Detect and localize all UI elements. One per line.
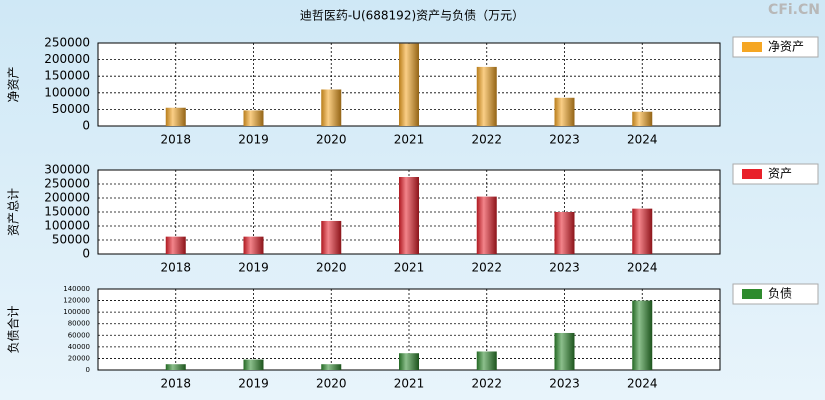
y-axis-label: 净资产 bbox=[7, 66, 21, 102]
y-tick-label: 100000 bbox=[63, 308, 90, 316]
y-tick-label: 250000 bbox=[44, 177, 90, 191]
bar bbox=[321, 220, 342, 254]
y-tick-label: 150000 bbox=[44, 69, 90, 83]
x-tick-label: 2023 bbox=[549, 377, 580, 391]
watermark: CFi.CN bbox=[768, 2, 820, 18]
x-tick-label: 2023 bbox=[549, 261, 580, 275]
legend-swatch bbox=[742, 289, 762, 299]
bar bbox=[632, 300, 653, 370]
x-tick-label: 2021 bbox=[394, 133, 425, 147]
y-tick-label: 0 bbox=[86, 366, 90, 374]
x-tick-label: 2022 bbox=[471, 133, 502, 147]
x-tick-label: 2019 bbox=[238, 133, 269, 147]
y-tick-label: 250000 bbox=[44, 36, 90, 50]
y-tick-label: 300000 bbox=[44, 163, 90, 177]
x-tick-label: 2024 bbox=[627, 377, 658, 391]
y-tick-label: 200000 bbox=[44, 191, 90, 205]
x-tick-label: 2022 bbox=[471, 261, 502, 275]
y-tick-label: 20000 bbox=[68, 354, 90, 362]
bar bbox=[554, 212, 575, 254]
y-tick-label: 200000 bbox=[44, 52, 90, 66]
legend-swatch bbox=[742, 169, 762, 179]
y-axis-label: 负债合计 bbox=[6, 305, 21, 353]
bar bbox=[243, 110, 264, 126]
x-tick-label: 2018 bbox=[160, 133, 191, 147]
bar bbox=[165, 364, 186, 370]
x-tick-label: 2022 bbox=[471, 377, 502, 391]
y-tick-label: 0 bbox=[82, 247, 90, 261]
bar bbox=[321, 364, 342, 370]
bar bbox=[243, 236, 264, 254]
legend-swatch bbox=[742, 42, 762, 52]
bar bbox=[165, 236, 186, 254]
y-tick-label: 120000 bbox=[63, 297, 90, 305]
x-tick-label: 2019 bbox=[238, 377, 269, 391]
bar bbox=[399, 43, 419, 126]
bar bbox=[476, 196, 497, 254]
x-tick-label: 2024 bbox=[627, 261, 658, 275]
bar bbox=[399, 353, 419, 370]
x-tick-label: 2024 bbox=[627, 133, 658, 147]
y-tick-label: 80000 bbox=[68, 320, 90, 328]
x-tick-label: 2018 bbox=[160, 261, 191, 275]
bar bbox=[243, 359, 264, 370]
y-tick-label: 60000 bbox=[68, 331, 90, 339]
y-tick-label: 140000 bbox=[63, 285, 90, 293]
y-tick-label: 50000 bbox=[52, 233, 90, 247]
x-tick-label: 2021 bbox=[394, 261, 425, 275]
x-tick-label: 2021 bbox=[394, 377, 425, 391]
y-tick-label: 100000 bbox=[44, 85, 90, 99]
legend-label: 资产 bbox=[768, 167, 792, 181]
chart-title: 迪哲医药-U(688192)资产与负债（万元） bbox=[300, 9, 524, 23]
x-tick-label: 2019 bbox=[238, 261, 269, 275]
y-tick-label: 40000 bbox=[68, 343, 90, 351]
x-tick-label: 2020 bbox=[316, 377, 347, 391]
x-tick-label: 2020 bbox=[316, 133, 347, 147]
x-tick-label: 2023 bbox=[549, 133, 580, 147]
bar bbox=[554, 97, 575, 126]
bar bbox=[399, 177, 419, 254]
bar bbox=[476, 351, 497, 370]
y-tick-label: 0 bbox=[82, 119, 90, 133]
bar bbox=[165, 107, 186, 126]
y-axis-label: 资产总计 bbox=[7, 188, 21, 236]
bar bbox=[476, 66, 497, 126]
bar bbox=[321, 89, 342, 126]
bar bbox=[632, 111, 653, 126]
legend-label: 负债 bbox=[768, 287, 792, 301]
y-tick-label: 100000 bbox=[44, 219, 90, 233]
y-tick-label: 150000 bbox=[44, 205, 90, 219]
x-tick-label: 2020 bbox=[316, 261, 347, 275]
x-tick-label: 2018 bbox=[160, 377, 191, 391]
bar bbox=[554, 332, 575, 370]
y-tick-label: 50000 bbox=[52, 102, 90, 116]
legend-label: 净资产 bbox=[768, 40, 804, 54]
bar bbox=[632, 208, 653, 254]
